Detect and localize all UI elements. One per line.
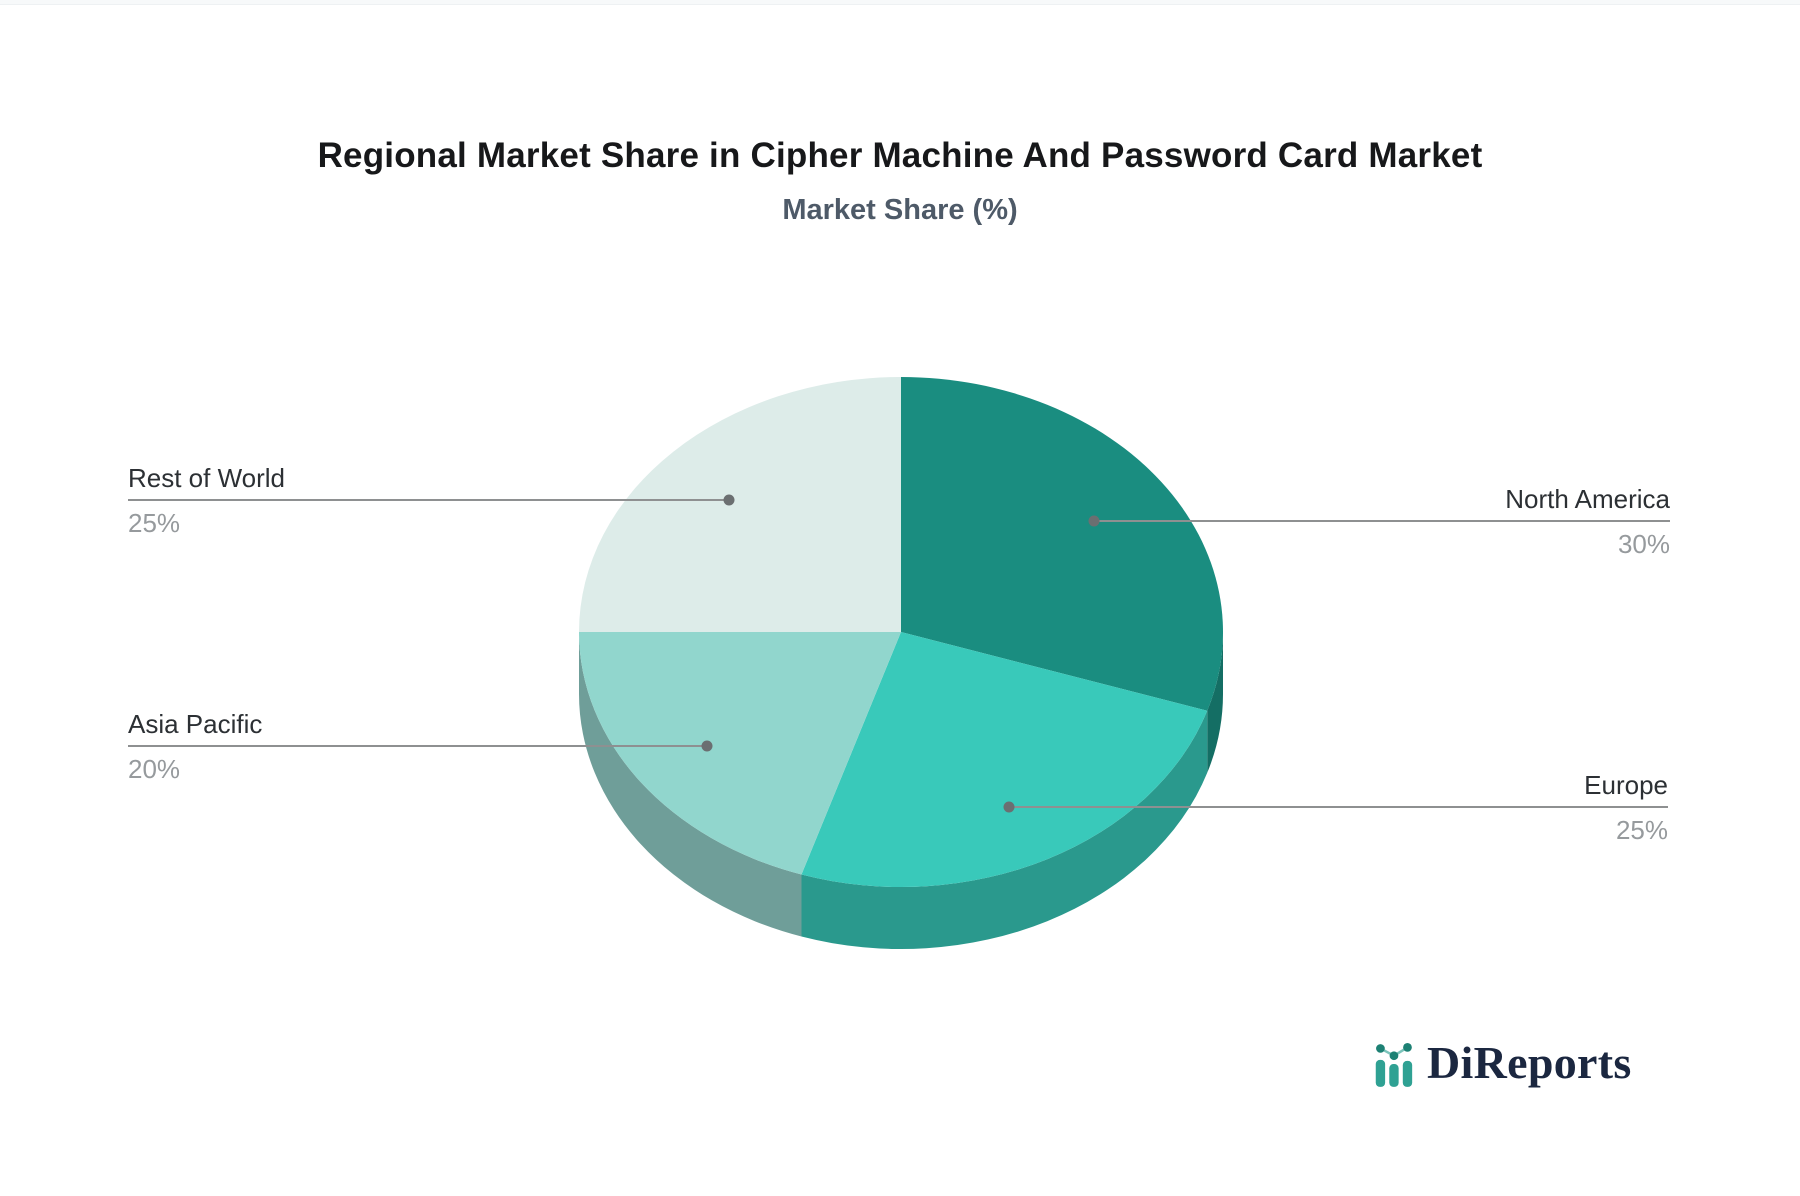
leader-dot-asia-pacific — [701, 740, 713, 752]
bar-line-chart-icon — [1375, 1043, 1413, 1087]
leader-dot-north-america — [1088, 515, 1100, 527]
slice-label-north-america: North America — [1505, 484, 1670, 514]
chart-title: Regional Market Share in Cipher Machine … — [317, 136, 1483, 175]
top-strip — [0, 0, 1800, 5]
logo-dot — [1403, 1043, 1412, 1052]
pie-slice-north-america[interactable] — [901, 377, 1223, 711]
pie-slice-side-asia-pacific — [579, 632, 802, 937]
slice-value-rest-of-world: 25% — [128, 508, 181, 538]
direports-logo: DiReports — [1372, 1032, 1632, 1094]
pie-slice-rest-of-world[interactable] — [579, 377, 901, 632]
chart-subtitle: Market Share (%) — [782, 194, 1018, 226]
logo-bar — [1375, 1059, 1386, 1087]
pie-slice-asia-pacific[interactable] — [579, 632, 901, 875]
pie-slice-europe[interactable] — [801, 632, 1208, 887]
slice-value-north-america: 30% — [1617, 529, 1670, 559]
logo-dot — [1389, 1051, 1399, 1061]
logo-bar — [1402, 1060, 1413, 1087]
slice-label-asia-pacific: Asia Pacific — [128, 709, 263, 739]
logo-bar — [1389, 1064, 1399, 1087]
slice-label-europe: Europe — [1584, 770, 1668, 800]
slice-value-asia-pacific: 20% — [128, 754, 181, 784]
pie-slice-side-north-america — [1207, 632, 1223, 773]
slice-value-europe: 25% — [1615, 815, 1668, 845]
leader-dot-europe — [1003, 801, 1015, 813]
direports-logo-text: DiReports — [1427, 1037, 1632, 1088]
leader-dot-rest-of-world — [723, 494, 735, 506]
pie-slice-side-europe — [801, 710, 1208, 950]
slice-label-rest-of-world: Rest of World — [128, 463, 286, 493]
logo-dot — [1376, 1044, 1385, 1053]
